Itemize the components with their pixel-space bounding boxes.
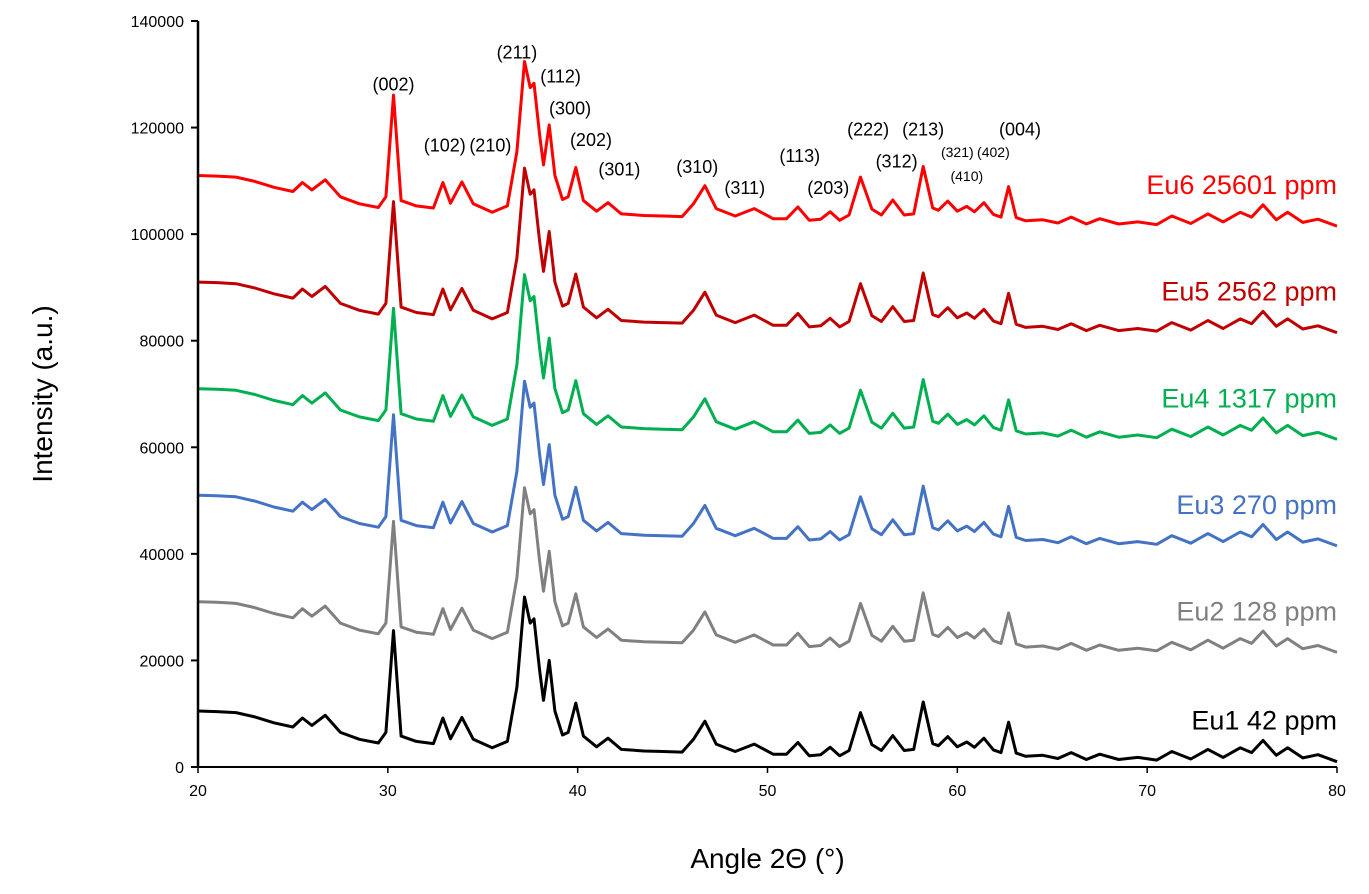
y-tick-label: 20000 bbox=[140, 653, 185, 670]
peak-label: (312) bbox=[876, 152, 918, 172]
y-axis-title: Intensity (a.u.) bbox=[27, 305, 58, 482]
x-axis-ticks: 20 30 40 50 60 70 80 bbox=[189, 767, 1346, 800]
x-tick-label: 30 bbox=[379, 783, 397, 800]
x-tick-label: 70 bbox=[1138, 783, 1156, 800]
x-axis-title: Angle 2Θ (°) bbox=[690, 843, 844, 874]
peak-label: (402) bbox=[977, 144, 1010, 160]
y-tick-label: 40000 bbox=[140, 547, 185, 564]
peak-label: (410) bbox=[950, 168, 983, 184]
peak-label: (301) bbox=[598, 160, 640, 180]
series-line-3 bbox=[197, 379, 1338, 548]
series-legend-labels: Eu1 42 ppm Eu2 128 ppm Eu3 270 ppm Eu4 1317… bbox=[1146, 170, 1337, 736]
peak-label: (102) bbox=[424, 136, 466, 156]
series-label-1: Eu1 42 ppm bbox=[1191, 706, 1337, 736]
peak-label: (113) bbox=[779, 146, 820, 166]
y-tick-label: 0 bbox=[175, 760, 184, 777]
series-line-2 bbox=[197, 486, 1338, 654]
peak-index-labels: (002) (102) (210) (211)(112) (300) (202) (301)… bbox=[373, 42, 1041, 198]
y-tick-label: 140000 bbox=[131, 14, 184, 31]
peak-label: (311) bbox=[724, 178, 765, 198]
peak-label: (112) bbox=[540, 66, 581, 86]
peak-label: (210) bbox=[469, 136, 511, 156]
peak-label: (321) bbox=[941, 144, 974, 160]
peak-label: (202) bbox=[570, 130, 612, 150]
series-line-4 bbox=[197, 273, 1338, 441]
x-tick-label: 60 bbox=[948, 783, 966, 800]
series-line-5 bbox=[197, 166, 1338, 335]
peak-label: (213) bbox=[902, 120, 944, 140]
peak-label: (002) bbox=[373, 74, 415, 94]
peak-label: (211) bbox=[497, 42, 538, 62]
series-line-1 bbox=[197, 595, 1338, 764]
y-tick-label: 100000 bbox=[131, 227, 184, 244]
series-line-6 bbox=[197, 60, 1338, 228]
peak-label: (203) bbox=[807, 178, 849, 198]
peak-label: (004) bbox=[999, 120, 1041, 140]
peak-label: (300) bbox=[549, 98, 591, 118]
x-tick-label: 20 bbox=[189, 783, 207, 800]
x-tick-label: 40 bbox=[569, 783, 587, 800]
peak-label: (222) bbox=[847, 120, 889, 140]
y-tick-label: 60000 bbox=[140, 440, 185, 457]
y-tick-label: 80000 bbox=[140, 334, 185, 351]
series-label-2: Eu2 128 ppm bbox=[1176, 596, 1337, 626]
x-tick-label: 80 bbox=[1328, 783, 1346, 800]
series-label-5: Eu5 2562 ppm bbox=[1161, 277, 1337, 307]
series-label-6: Eu6 25601 ppm bbox=[1146, 170, 1337, 200]
peak-label: (310) bbox=[676, 157, 718, 177]
y-axis-ticks: 0 20000 40000 60000 80000 100000 120000 140000 bbox=[131, 14, 198, 777]
y-tick-label: 120000 bbox=[131, 121, 184, 138]
series-label-3: Eu3 270 ppm bbox=[1176, 490, 1337, 520]
x-tick-label: 50 bbox=[759, 783, 777, 800]
series-label-4: Eu4 1317 ppm bbox=[1161, 383, 1337, 413]
series-lines bbox=[197, 60, 1338, 764]
